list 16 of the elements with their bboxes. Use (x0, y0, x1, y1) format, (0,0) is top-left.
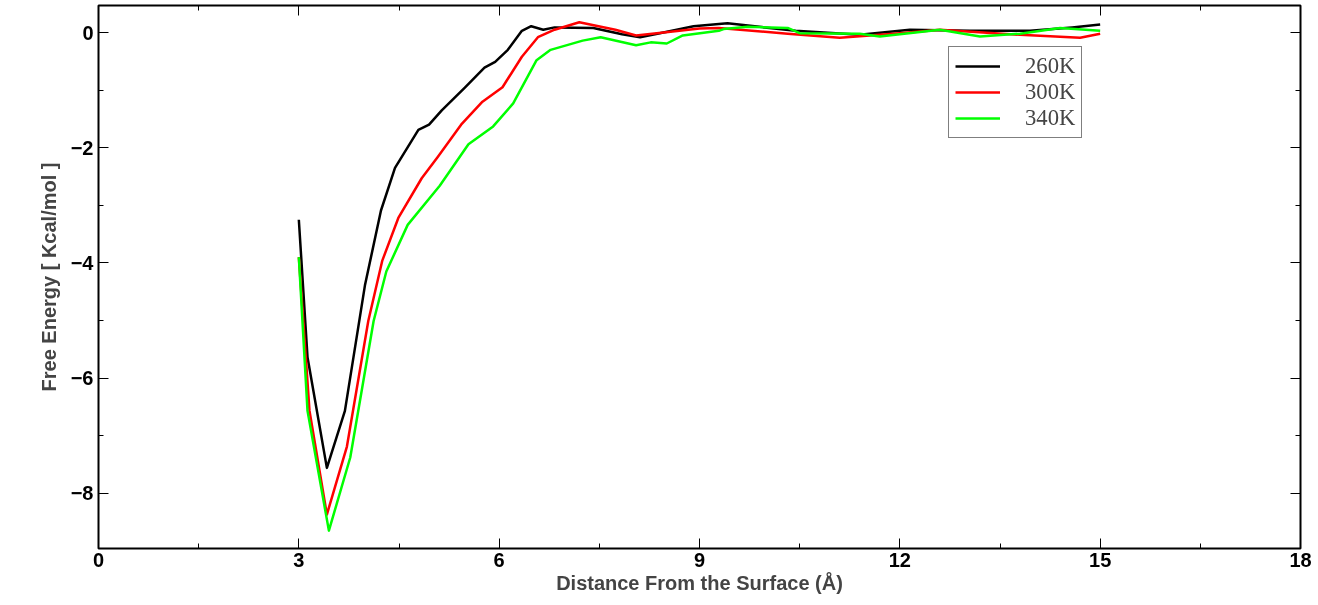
legend-label: 260K (1025, 53, 1076, 79)
y-tick-label: 0 (82, 21, 94, 44)
x-tick-label: 15 (1089, 548, 1112, 571)
x-axis-title: Distance From the Surface (Å) (556, 570, 843, 594)
y-tick-label: −6 (70, 367, 94, 390)
y-tick-label: −2 (70, 136, 94, 159)
x-tick-label: 3 (293, 548, 305, 571)
legend-label: 300K (1025, 79, 1076, 105)
x-tick-label: 12 (888, 548, 911, 571)
x-tick-label: 9 (693, 548, 706, 571)
x-tick-label: 18 (1289, 548, 1312, 571)
y-axis-title: Free Energy [ Kcal/mol ] (37, 162, 60, 392)
y-tick-label: −8 (70, 482, 94, 505)
y-tick-label: −4 (70, 251, 95, 274)
legend-label: 340K (1025, 105, 1076, 131)
x-tick-label: 6 (493, 548, 505, 571)
